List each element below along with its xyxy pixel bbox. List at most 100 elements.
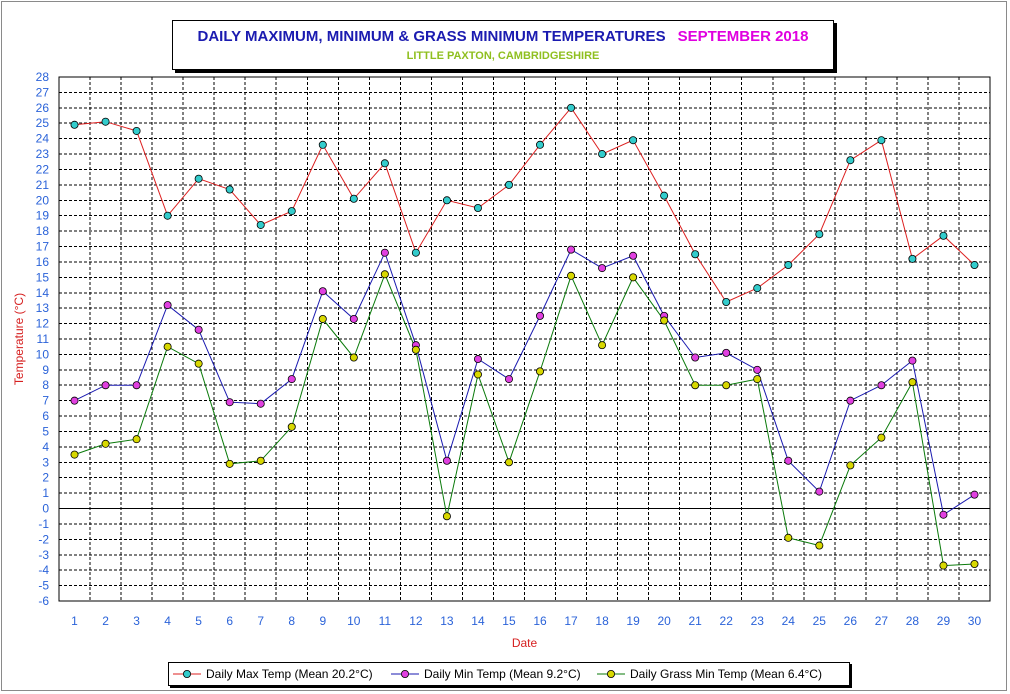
- x-tick-label: 21: [689, 614, 703, 628]
- data-point-series-1: [629, 251, 638, 260]
- data-point-series-0: [473, 203, 482, 212]
- y-tick-label: 9: [42, 363, 49, 377]
- data-point-series-2: [815, 541, 824, 550]
- y-tick-label: -2: [38, 532, 49, 546]
- data-point-series-1: [753, 365, 762, 374]
- data-point-series-0: [411, 248, 420, 257]
- legend-items: Daily Max Temp (Mean 20.2°C) Daily Min Te…: [173, 667, 822, 681]
- y-tick-label: 5: [42, 424, 49, 438]
- data-point-series-0: [815, 230, 824, 239]
- chart-subtitle: LITTLE PAXTON, CAMBRIDGESHIRE: [406, 50, 600, 62]
- y-tick-label: 25: [36, 116, 50, 130]
- axis-layer: -6-5-4-3-2-10123456789101112131415161718…: [12, 70, 981, 650]
- y-tick-label: 6: [42, 409, 49, 423]
- data-point-series-1: [318, 287, 327, 296]
- x-axis-title: Date: [512, 636, 538, 650]
- x-tick-label: 25: [813, 614, 827, 628]
- x-tick-label: 27: [875, 614, 889, 628]
- title-box: DAILY MAXIMUM, MINIMUM & GRASS MINIMUM T…: [172, 20, 834, 70]
- y-tick-label: 15: [36, 270, 50, 284]
- x-tick-label: 8: [288, 614, 295, 628]
- x-tick-label: 18: [595, 614, 609, 628]
- x-tick-label: 17: [564, 614, 578, 628]
- y-tick-label: -6: [38, 594, 49, 608]
- y-tick-label: 0: [42, 502, 49, 516]
- data-point-series-1: [846, 396, 855, 405]
- data-point-series-1: [101, 381, 110, 390]
- y-axis-title: Temperature (°C): [12, 293, 26, 385]
- data-point-series-0: [722, 298, 731, 307]
- x-tick-label: 10: [347, 614, 361, 628]
- legend-marker-1: [400, 670, 409, 678]
- y-tick-label: 19: [36, 209, 50, 223]
- data-point-series-2: [225, 459, 234, 468]
- y-tick-label: 17: [36, 240, 50, 254]
- data-point-series-1: [536, 311, 545, 320]
- y-tick-label: -3: [38, 548, 49, 562]
- x-tick-label: 26: [844, 614, 858, 628]
- data-point-series-2: [722, 381, 731, 390]
- data-point-series-2: [877, 433, 886, 442]
- data-point-series-2: [442, 512, 451, 521]
- data-point-series-1: [504, 375, 513, 384]
- x-tick-label: 6: [226, 614, 233, 628]
- x-tick-label: 15: [502, 614, 516, 628]
- data-point-series-0: [504, 180, 513, 189]
- data-point-series-2: [660, 316, 669, 325]
- data-point-series-1: [598, 264, 607, 273]
- series-layer: [70, 103, 979, 570]
- data-point-series-1: [877, 381, 886, 390]
- data-point-series-2: [504, 458, 513, 467]
- data-point-series-0: [442, 196, 451, 205]
- data-point-series-2: [101, 439, 110, 448]
- data-point-series-0: [287, 207, 296, 216]
- data-point-series-0: [101, 117, 110, 126]
- data-point-series-0: [598, 150, 607, 159]
- data-point-series-1: [784, 456, 793, 465]
- data-point-series-2: [784, 533, 793, 542]
- x-tick-label: 9: [319, 614, 326, 628]
- data-point-series-0: [629, 136, 638, 145]
- data-point-series-2: [629, 273, 638, 282]
- chart-title-month: SEPTEMBER 2018: [677, 28, 809, 45]
- y-tick-label: 4: [42, 440, 49, 454]
- data-point-series-1: [70, 396, 79, 405]
- grid-layer: [58, 76, 991, 602]
- data-point-series-1: [225, 398, 234, 407]
- data-point-series-1: [691, 353, 700, 362]
- y-tick-label: 22: [36, 162, 50, 176]
- legend-label-0: Daily Max Temp (Mean 20.2°C): [206, 667, 373, 681]
- data-point-series-0: [132, 126, 141, 135]
- data-point-series-1: [380, 248, 389, 257]
- data-point-series-1: [349, 314, 358, 323]
- x-tick-label: 7: [257, 614, 264, 628]
- series-line-1: [74, 248, 975, 516]
- data-point-series-2: [473, 370, 482, 379]
- data-point-series-2: [70, 450, 79, 459]
- data-point-series-0: [877, 136, 886, 145]
- x-tick-label: 23: [751, 614, 765, 628]
- data-point-series-0: [660, 191, 669, 200]
- data-point-series-0: [380, 159, 389, 168]
- x-tick-label: 14: [471, 614, 485, 628]
- y-tick-label: 20: [36, 193, 50, 207]
- data-point-series-0: [70, 120, 79, 129]
- chart-title: DAILY MAXIMUM, MINIMUM & GRASS MINIMUM T…: [197, 28, 666, 45]
- plot-border: [58, 76, 991, 602]
- series-line-0: [74, 106, 975, 303]
- data-point-series-0: [225, 185, 234, 194]
- data-point-series-1: [908, 356, 917, 365]
- y-tick-label: 26: [36, 101, 50, 115]
- x-tick-label: 13: [440, 614, 454, 628]
- data-point-series-2: [691, 381, 700, 390]
- y-tick-label: -5: [38, 579, 49, 593]
- data-point-series-0: [970, 261, 979, 270]
- data-point-series-1: [722, 348, 731, 357]
- y-tick-label: 16: [36, 255, 50, 269]
- y-tick-label: 28: [36, 70, 50, 84]
- y-tick-label: 12: [36, 317, 50, 331]
- data-point-series-2: [256, 456, 265, 465]
- x-tick-label: 29: [937, 614, 951, 628]
- data-point-series-0: [846, 156, 855, 165]
- data-point-series-0: [691, 250, 700, 259]
